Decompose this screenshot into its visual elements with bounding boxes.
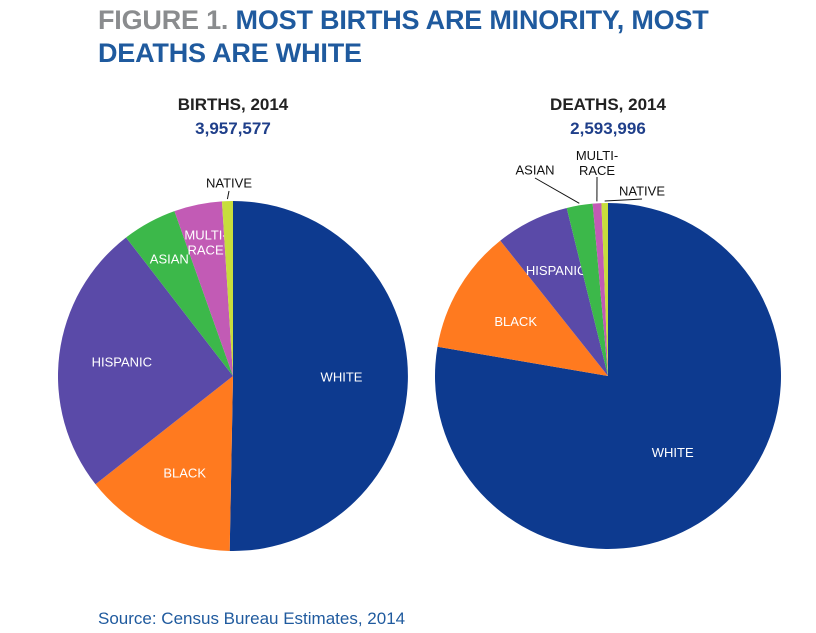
deaths-label-multi-race: MULTI-RACE <box>576 148 618 178</box>
births-leader-native <box>226 190 230 200</box>
deaths-chart-title: DEATHS, 2014 <box>550 95 666 114</box>
births-label-black: BLACK <box>163 466 206 481</box>
deaths-label-hispanic: HISPANIC <box>526 263 586 278</box>
births-slice-white <box>229 201 408 551</box>
births-slice-black <box>95 376 234 551</box>
deaths-chart-total: 2,593,996 <box>570 119 646 138</box>
deaths-slice-asian <box>566 203 608 376</box>
deaths-slice-native <box>601 203 608 376</box>
births-slice-multi-race <box>174 201 233 376</box>
deaths-slice-white <box>434 203 781 549</box>
births-chart-total: 3,957,577 <box>195 119 271 138</box>
births-label-hispanic: HISPANIC <box>92 355 152 370</box>
births-slice-hispanic <box>57 237 233 485</box>
pie-charts: BIRTHS, 2014 3,957,577 WHITE BLACK HISPANIC A… <box>57 95 781 551</box>
deaths-slice-black <box>437 240 608 376</box>
births-chart-title: BIRTHS, 2014 <box>178 95 289 114</box>
deaths-leader-native <box>604 198 643 202</box>
births-slice-asian <box>126 211 233 376</box>
births-slice-native <box>221 201 233 376</box>
figure-title: FIGURE 1. MOST BIRTHS ARE MINORITY, MOST… <box>98 4 788 70</box>
deaths-slice-hispanic <box>500 208 608 376</box>
deaths-slice-multi-race <box>592 203 608 376</box>
deaths-label-native: NATIVE <box>619 184 665 199</box>
births-label-white: WHITE <box>321 370 363 385</box>
deaths-label-asian: ASIAN <box>515 163 554 178</box>
figure-title-text: MOST BIRTHS ARE MINORITY, MOST DEATHS AR… <box>98 5 709 68</box>
births-label-asian: ASIAN <box>150 252 189 267</box>
births-label-native: NATIVE <box>206 176 252 191</box>
births-label-multi-race: MULTI-RACE <box>184 227 226 257</box>
deaths-label-white: WHITE <box>652 445 694 460</box>
deaths-label-black: BLACK <box>494 314 537 329</box>
deaths-leader-asian <box>534 177 580 204</box>
figure-number: FIGURE 1. <box>98 5 229 35</box>
source-note: Source: Census Bureau Estimates, 2014 <box>98 609 406 628</box>
